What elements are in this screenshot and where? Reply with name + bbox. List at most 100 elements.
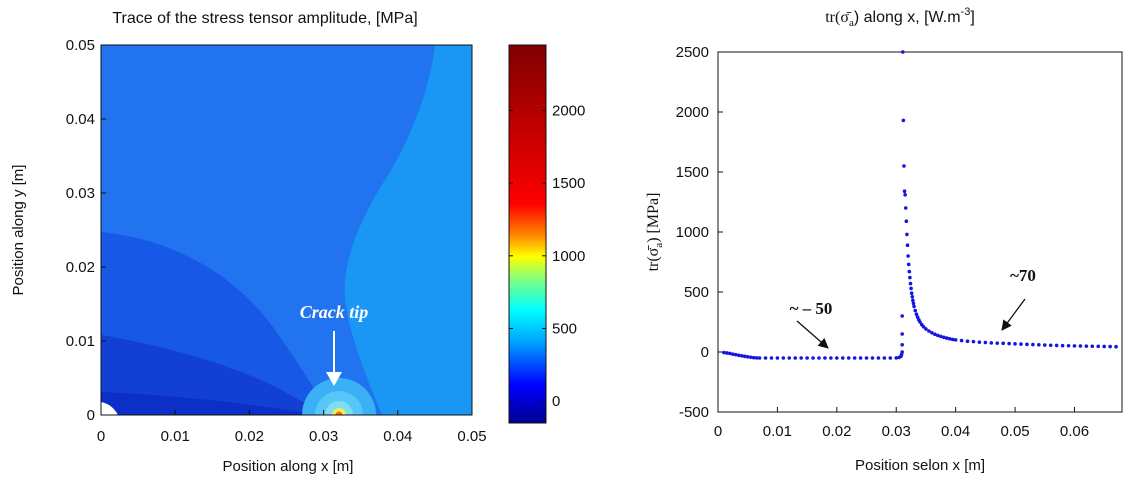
scatter-point: [911, 301, 916, 306]
scatter-points: [722, 50, 1118, 360]
colorbar-tick-label: 500: [552, 321, 577, 338]
scatter-point: [1060, 343, 1065, 348]
scatter-point: [906, 254, 910, 258]
scatter-point: [745, 355, 750, 359]
scatter-point: [905, 232, 909, 237]
stress-contour-tip: [335, 411, 343, 415]
scatter-point: [852, 356, 857, 360]
scatter-x-tick-label: 0.05: [1000, 423, 1029, 440]
scatter-point: [817, 356, 821, 360]
scatter-point: [1042, 343, 1047, 347]
heatmap-y-tick-label: 0.04: [66, 111, 95, 128]
scatter-x-tick-label: 0: [714, 423, 722, 440]
scatter-point: [1007, 341, 1011, 346]
scatter-point: [1054, 343, 1059, 348]
scatter-point: [823, 356, 827, 360]
scatter-point: [953, 338, 958, 342]
scatter-point: [763, 356, 768, 360]
scatter-point: [965, 339, 970, 344]
scatter-point: [918, 320, 922, 324]
scatter-point: [908, 281, 913, 286]
scatter-x-ticks: 0 0.01 0.02 0.03 0.04 0.05 0.06: [714, 407, 1089, 440]
annotation-minus-50-arrow: [796, 320, 829, 349]
scatter-y-label: tr(σ̄a) [MPa]: [645, 193, 665, 272]
scatter-point: [910, 295, 915, 299]
scatter-x-label: Position selon x [m]: [855, 457, 985, 474]
heatmap-x-tick-label: 0.01: [161, 428, 190, 445]
heatmap-title: Trace of the stress tensor amplitude, [M…: [112, 10, 417, 27]
heatmap-y-tick-label: 0.02: [66, 259, 95, 276]
scatter-point: [921, 325, 926, 329]
scatter-point: [739, 354, 744, 358]
heatmap-field: [101, 45, 472, 415]
scatter-point: [944, 336, 949, 340]
scatter-point: [912, 304, 916, 309]
scatter-y-tick-label: 1000: [676, 224, 709, 241]
scatter-point: [902, 189, 907, 193]
heatmap-chart: Trace of the stress tensor amplitude, [M…: [10, 10, 585, 475]
scatter-point: [1114, 344, 1118, 349]
scatter-y-tick-label: 0: [701, 344, 709, 361]
scatter-point: [909, 291, 914, 296]
scatter-point: [811, 356, 815, 360]
scatter-x-tick-label: 0.03: [882, 423, 911, 440]
scatter-point: [1019, 342, 1023, 346]
scatter-point: [722, 350, 726, 355]
heatmap-frame: [100, 44, 473, 416]
scatter-point: [840, 356, 845, 360]
annotation-70: ~70: [1010, 266, 1036, 285]
scatter-point: [900, 332, 904, 336]
heatmap-x-ticks: 0 0.01 0.02 0.03 0.04 0.05: [97, 410, 487, 445]
scatter-point: [725, 351, 729, 355]
scatter-point: [757, 356, 762, 360]
scatter-point: [906, 262, 911, 267]
scatter-chart: tr(σ̄a) along x, [W.m-3] 0 0.01 0.02 0.03 0.…: [645, 6, 1123, 474]
scatter-title-prefix: tr(σ̄: [825, 9, 852, 26]
stress-region-deep-blue-corner: [101, 392, 320, 415]
scatter-point: [1072, 344, 1077, 348]
scatter-title-sub: a: [849, 17, 854, 29]
scatter-point: [950, 337, 955, 342]
scatter-point: [901, 118, 906, 123]
scatter-point: [1013, 342, 1017, 346]
crack-tip-arrow-head: [326, 372, 342, 386]
scatter-point: [909, 286, 913, 291]
crack-tip-label: Crack tip: [300, 302, 369, 322]
scatter-point: [900, 314, 904, 318]
scatter-point: [908, 275, 912, 280]
scatter-x-tick-label: 0.06: [1060, 423, 1089, 440]
scatter-point: [734, 352, 738, 357]
scatter-point: [775, 356, 780, 360]
scatter-point: [731, 352, 735, 356]
scatter-point: [805, 356, 809, 360]
colorbar-tick-label: 1000: [552, 248, 585, 265]
scatter-point: [1048, 343, 1053, 348]
scatter-point: [728, 351, 732, 356]
scatter-point: [938, 334, 943, 339]
scatter-point: [907, 269, 912, 274]
colorbar: [508, 44, 547, 424]
scatter-point: [1084, 344, 1089, 348]
scatter-point: [900, 350, 904, 354]
scatter-point: [936, 333, 940, 338]
scatter-y-label-sub: a: [653, 243, 665, 248]
scatter-y-label-prefix: tr(σ̄: [645, 245, 662, 272]
scatter-title-sup: -3: [961, 6, 971, 18]
scatter-point: [787, 356, 792, 360]
heatmap-x-tick-label: 0.04: [383, 428, 412, 445]
scatter-point: [904, 219, 909, 223]
scatter-point: [995, 341, 1000, 345]
scatter-point: [864, 356, 869, 360]
stress-region-dark-blue-lower: [101, 335, 330, 415]
heatmap-x-tick-label: 0.05: [457, 428, 486, 445]
heatmap-y-ticks: 0 0.01 0.02 0.03 0.04 0.05: [66, 37, 106, 424]
scatter-y-tick-label: 500: [684, 284, 709, 301]
scatter-point: [989, 341, 994, 345]
scatter-point: [1037, 343, 1041, 347]
scatter-point: [1102, 344, 1106, 349]
scatter-point: [846, 356, 851, 360]
scatter-x-tick-label: 0.01: [763, 423, 792, 440]
scatter-point: [971, 339, 976, 344]
scatter-point: [748, 355, 753, 360]
